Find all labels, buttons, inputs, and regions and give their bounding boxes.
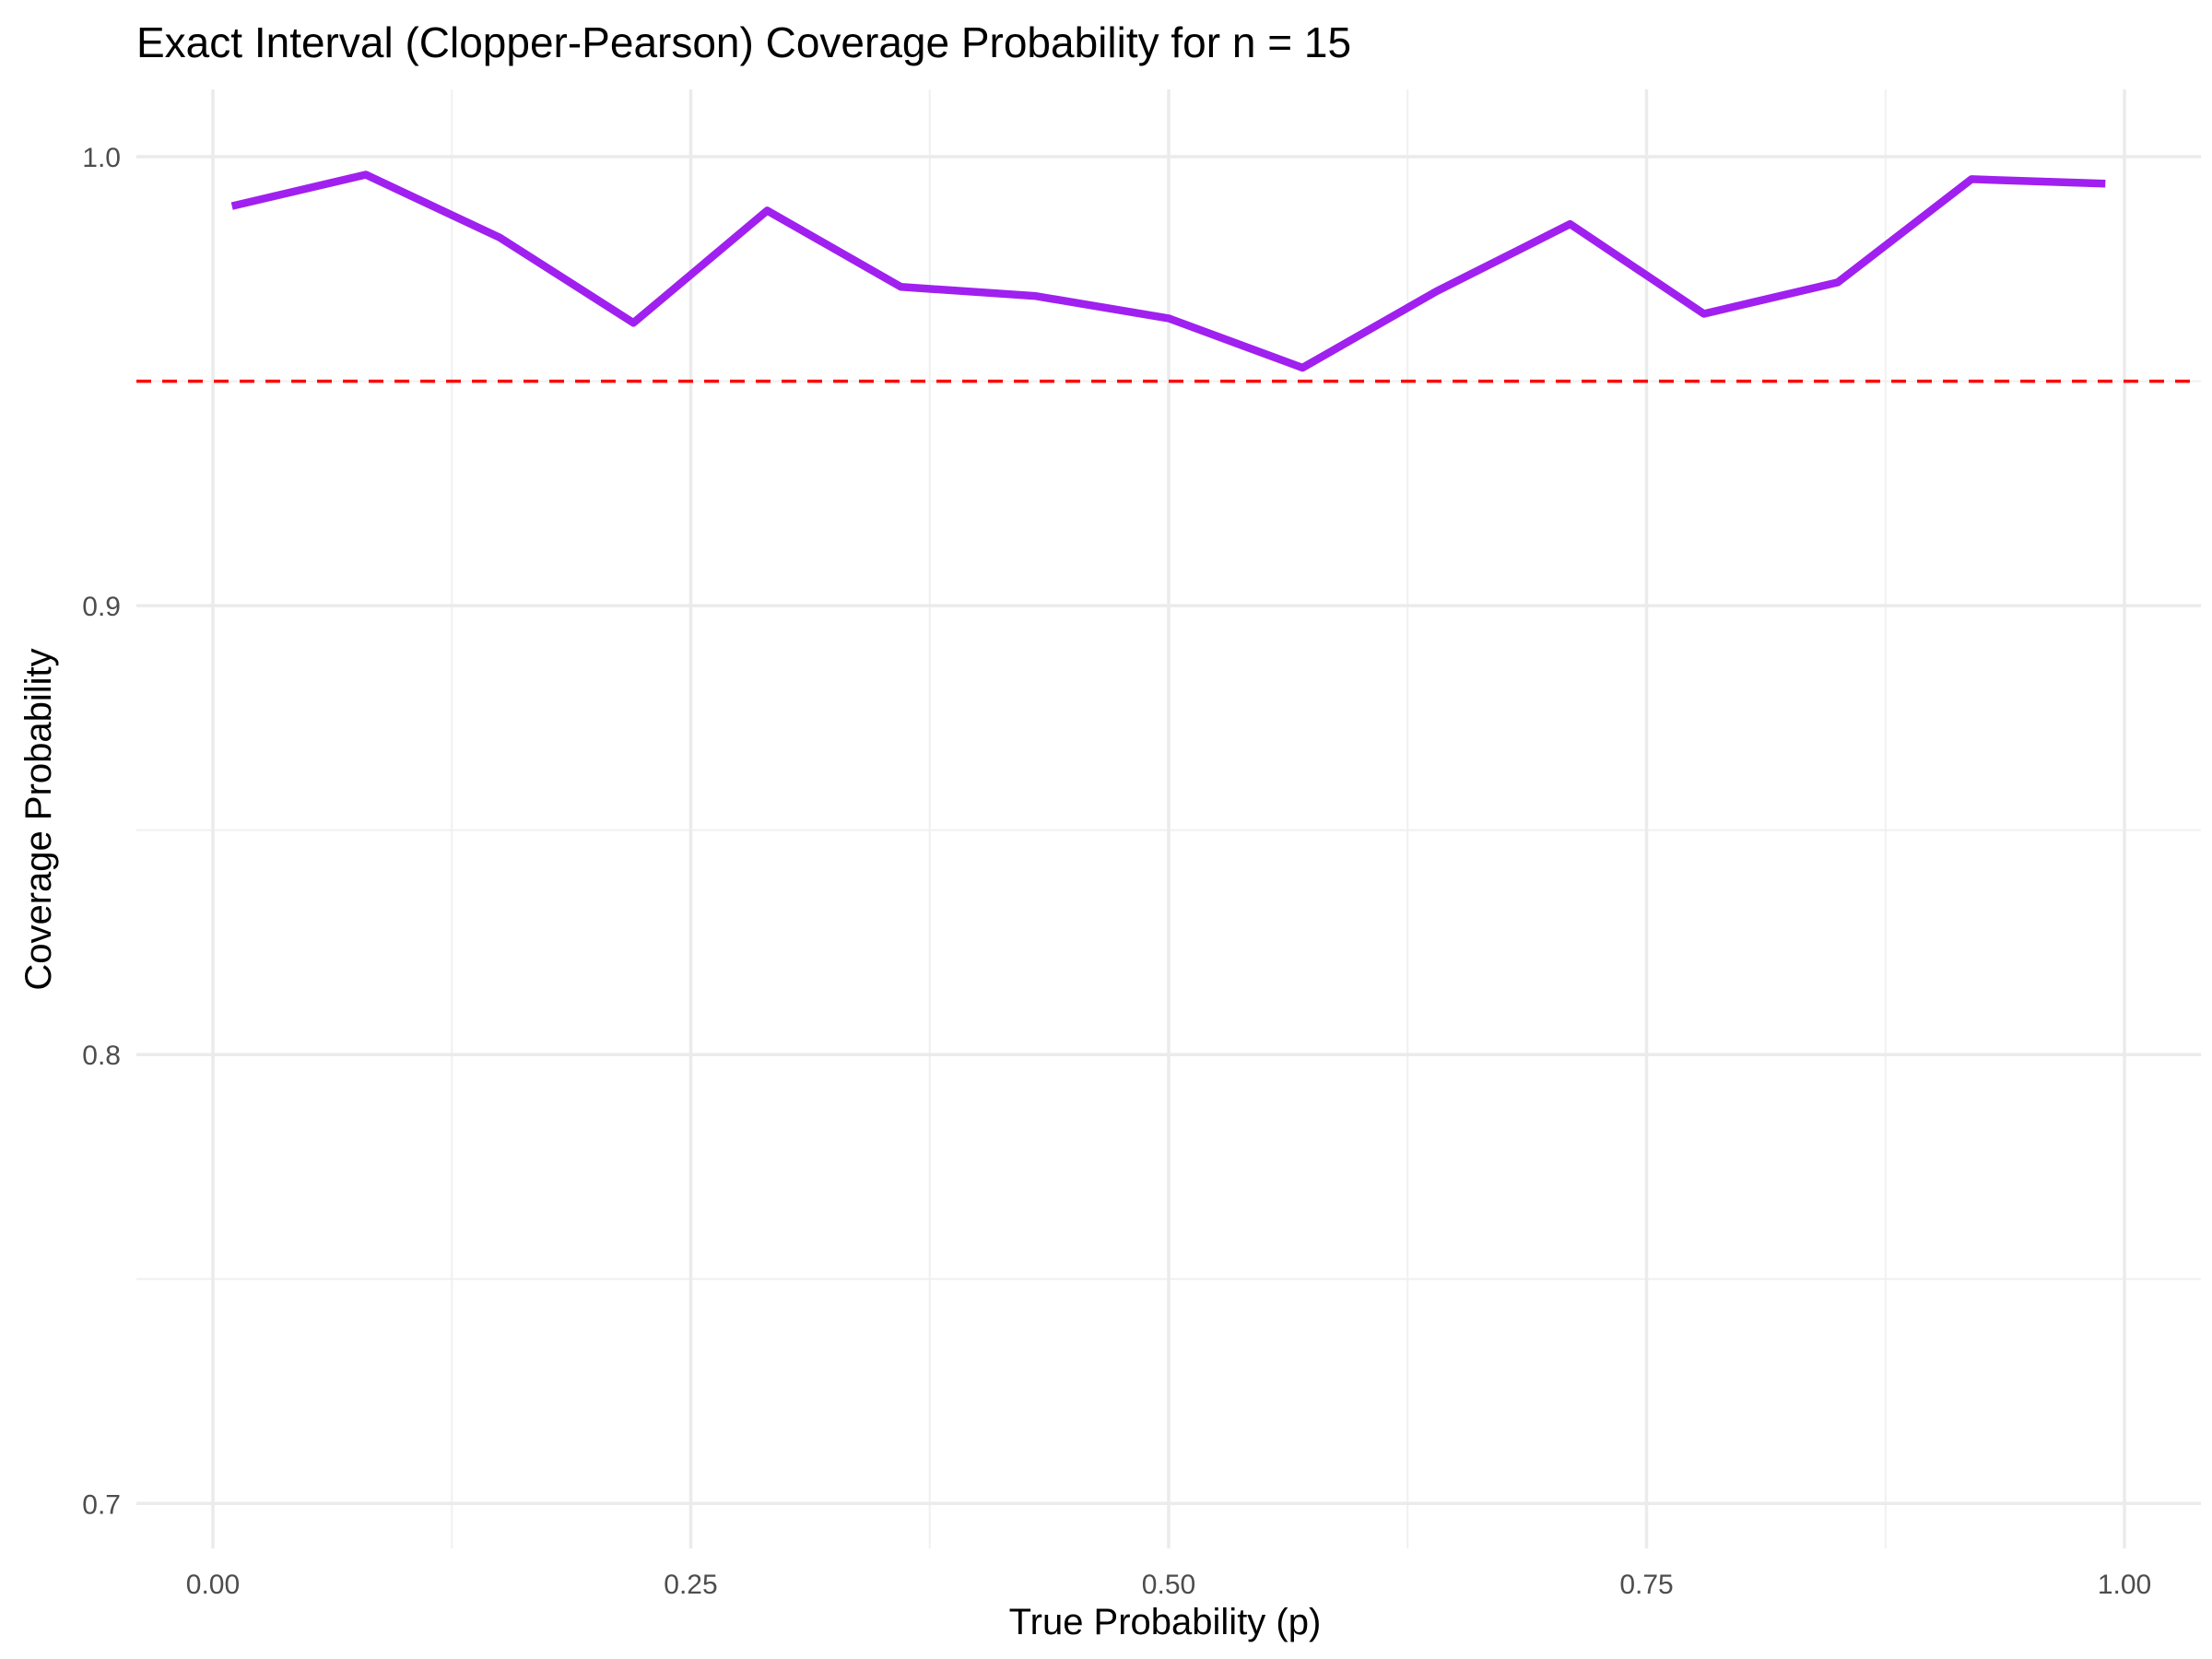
y-tick-label: 0.8 — [82, 1041, 121, 1071]
series-line — [230, 171, 2106, 372]
x-axis-title: True Probability (p) — [1009, 1602, 1322, 1642]
x-tick-label: 0.75 — [1619, 1570, 1673, 1600]
y-axis-ticks: 0.7 0.8 0.9 1.0 — [82, 143, 121, 1520]
y-tick-label: 0.7 — [82, 1489, 121, 1520]
x-tick-label: 0.25 — [664, 1570, 717, 1600]
series-layer — [230, 171, 2106, 372]
chart-title: Exact Interval (Clopper-Pearson) Coverag… — [136, 18, 1351, 66]
x-axis-ticks: 0.00 0.25 0.50 0.75 1.00 — [186, 1570, 2151, 1600]
x-tick-label: 0.00 — [186, 1570, 240, 1600]
y-axis-title: Coverage Probability — [18, 648, 59, 990]
y-tick-label: 1.0 — [82, 143, 121, 173]
x-tick-label: 1.00 — [2098, 1570, 2151, 1600]
y-tick-label: 0.9 — [82, 592, 121, 622]
grid — [136, 89, 2201, 1548]
x-tick-label: 0.50 — [1142, 1570, 1195, 1600]
